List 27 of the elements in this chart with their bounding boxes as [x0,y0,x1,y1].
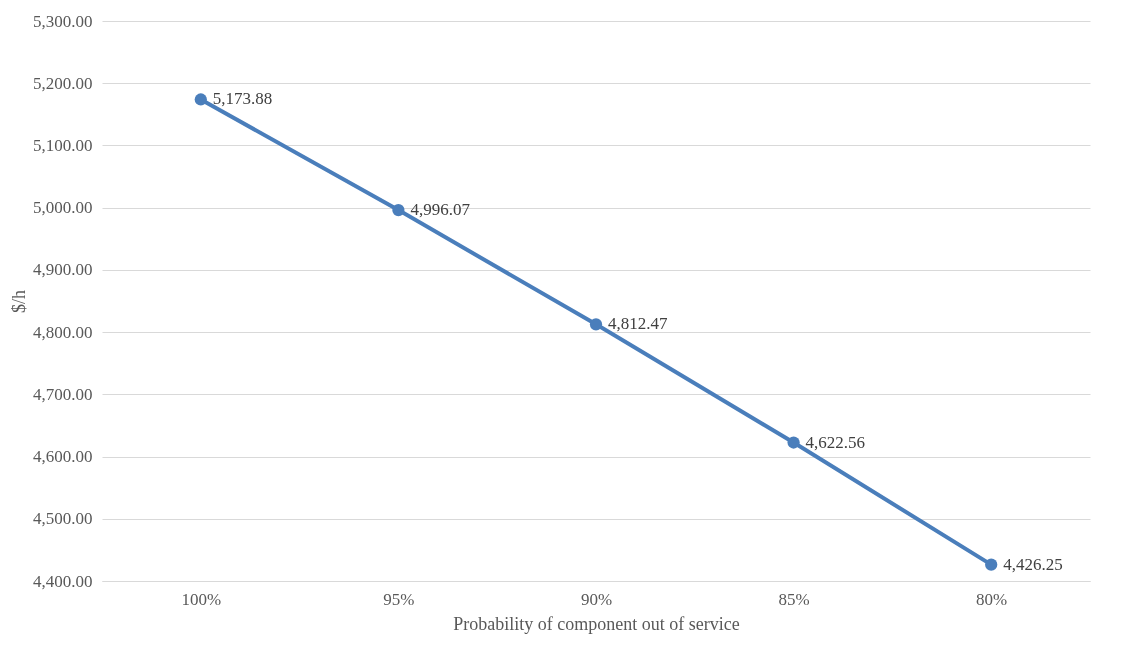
data-label: 5,173.88 [212,89,273,109]
data-label: 4,622.56 [805,432,866,452]
x-tick-label: 100% [181,589,222,609]
data-label: 4,996.07 [410,200,471,220]
x-tick-label: 85% [778,589,810,609]
y-tick-label: 4,400.00 [33,571,93,591]
y-tick-label: 5,300.00 [33,11,93,31]
y-tick-label: 5,200.00 [33,73,93,93]
point [589,318,603,331]
y-tick-label: 4,800.00 [33,322,93,342]
data-label: 4,812.47 [608,314,668,334]
y-tick-label: 4,500.00 [33,509,93,529]
data-label: 4,426.25 [1003,554,1063,574]
x-tick-label: 95% [383,589,415,609]
y-tick-label: 4,600.00 [33,447,93,467]
x-axis-title: Probability of component out of service [453,613,740,634]
y-tick-label: 4,900.00 [33,260,93,280]
point [392,204,405,217]
point [787,436,800,449]
x-tick-label: 90% [580,589,613,609]
x-tick-label: 80% [976,589,1008,609]
point [194,93,207,106]
y-tick-label: 4,700.00 [33,384,93,404]
y-tick-label: 5,000.00 [33,198,93,218]
y-tick-label: 5,100.00 [33,135,93,155]
point [985,558,998,571]
y-axis-title: $/h [9,289,29,314]
